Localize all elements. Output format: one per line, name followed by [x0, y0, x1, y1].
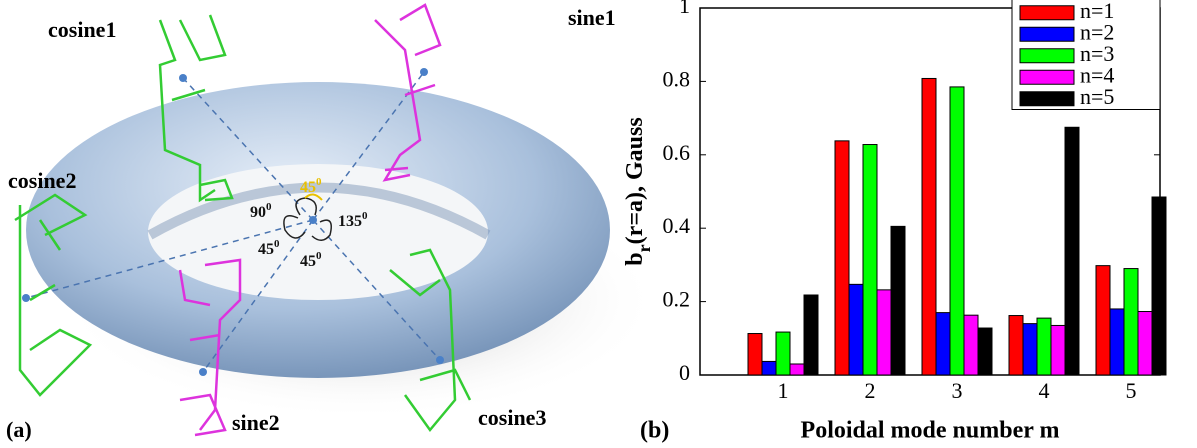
- bar: [890, 225, 906, 376]
- panel-label: (a): [6, 417, 32, 442]
- panel-label: (b): [640, 418, 669, 444]
- angle-label: 450: [300, 250, 322, 270]
- bar: [949, 86, 965, 376]
- x-tick-label: 3: [952, 378, 963, 403]
- coil-label: sine1: [568, 5, 616, 30]
- y-label-main: b: [622, 252, 648, 265]
- y-tick-label: 0.8: [663, 66, 691, 91]
- angle-label: 450: [258, 238, 280, 258]
- angle-degree: 0: [266, 201, 272, 213]
- legend-swatch: [1019, 26, 1075, 42]
- angle-label: 1350: [338, 210, 368, 230]
- bar: [977, 327, 993, 376]
- legend-swatch: [1019, 91, 1075, 107]
- angle-degree: 0: [316, 176, 322, 188]
- y-tick-label: 0.2: [663, 287, 691, 312]
- y-tick-label: 0.6: [663, 140, 691, 165]
- y-tick-label: 0.4: [663, 213, 691, 238]
- y-tick-label: 0: [679, 360, 690, 385]
- legend-label: n=5: [1080, 84, 1114, 109]
- bar: [1008, 315, 1024, 376]
- angle-value: 135: [338, 213, 362, 230]
- bar: [1095, 265, 1111, 376]
- bar: [803, 294, 819, 376]
- x-tick-label: 4: [1039, 378, 1050, 403]
- angle-degree: 0: [316, 250, 322, 262]
- coil-label: cosine2: [8, 168, 76, 193]
- x-tick-label: 1: [778, 378, 789, 403]
- bar: [789, 363, 805, 376]
- angle-value: 45: [300, 253, 316, 270]
- bar: [1109, 308, 1125, 376]
- angle-value: 45: [300, 179, 316, 196]
- angle-value: 90: [250, 204, 266, 221]
- coil-label: sine2: [232, 410, 280, 435]
- coil-label: cosine1: [48, 17, 116, 42]
- bar: [834, 140, 850, 376]
- coil-label: cosine3: [478, 405, 546, 430]
- bar: [862, 144, 878, 376]
- x-tick-label: 5: [1126, 378, 1137, 403]
- bar: [1123, 268, 1139, 376]
- bar: [1151, 196, 1167, 376]
- bar: [1036, 317, 1052, 376]
- bar: [775, 331, 791, 376]
- bar: [876, 289, 892, 376]
- legend-label: n=2: [1080, 19, 1114, 44]
- angle-degree: 0: [274, 238, 280, 250]
- bar: [1022, 323, 1038, 376]
- angle-label: 900: [250, 201, 272, 221]
- x-axis-label: Poloidal mode number m: [801, 418, 1060, 444]
- y-tick-label: 1: [679, 0, 690, 18]
- y-label-rest: (r=a), Gauss: [622, 117, 648, 244]
- angle-degree: 0: [362, 210, 368, 222]
- legend-swatch: [1019, 69, 1075, 85]
- bar: [921, 77, 937, 376]
- bar: [1064, 126, 1080, 376]
- legend-label: n=4: [1080, 62, 1114, 87]
- bar: [747, 333, 763, 376]
- bar: [761, 360, 777, 376]
- bar: [1050, 324, 1066, 376]
- x-tick-label: 2: [865, 378, 876, 403]
- legend-swatch: [1019, 5, 1075, 21]
- y-label-sub: r: [634, 244, 654, 252]
- legend-label: n=1: [1080, 0, 1114, 23]
- torus-diagram: [14, 3, 660, 437]
- y-axis-label: br(r=a), Gauss: [622, 117, 655, 265]
- bar: [935, 312, 951, 376]
- bar: [963, 314, 979, 376]
- legend-swatch: [1019, 48, 1075, 64]
- bar: [848, 283, 864, 376]
- angle-value: 45: [258, 241, 274, 258]
- bar: [1137, 311, 1153, 376]
- legend-label: n=3: [1080, 41, 1114, 66]
- angle-label: 450: [300, 176, 322, 196]
